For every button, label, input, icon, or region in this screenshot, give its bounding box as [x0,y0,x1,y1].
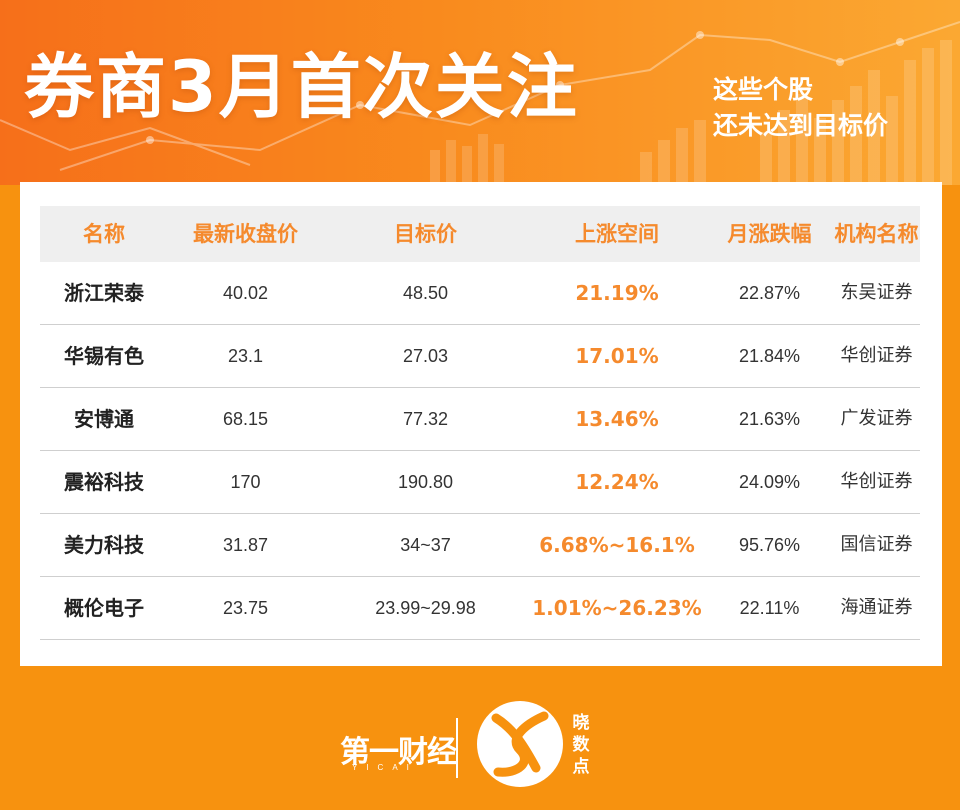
cell-name: 华锡有色 [64,344,144,368]
yicai-logo-text: 第一财经 [340,735,457,770]
table-row: 美力科技 31.87 34~37 6.68%~16.1% 95.76% 国信证券 [40,514,920,577]
table-card: 名称 最新收盘价 目标价 上涨空间 月涨跌幅 机构名称 浙江荣泰 40.02 4… [20,182,942,666]
cell-target: 77.32 [402,409,449,429]
page-title: 券商3月首次关注 [24,46,579,128]
cell-upside: 1.01%~26.23% [532,596,702,620]
cell-target: 23.99~29.98 [375,598,476,618]
column-header-name: 名称 [83,222,125,246]
cell-monthly: 21.84% [738,346,801,366]
cell-name: 安博通 [74,407,134,431]
brand-char: 晓 [572,713,590,733]
cell-institution: 海通证券 [840,597,913,618]
cell-target: 190.80 [397,472,454,492]
brand-char: 点 [572,757,590,777]
table-header: 名称 最新收盘价 目标价 上涨空间 月涨跌幅 机构名称 [40,206,920,262]
chart-decoration [0,21,960,185]
cell-close: 68.15 [222,409,269,429]
table-row: 华锡有色 23.1 27.03 17.01% 21.84% 华创证券 [40,325,920,388]
cell-close: 23.75 [222,598,269,618]
cell-upside: 12.24% [575,470,659,494]
subtitle-line-1: 这些个股 [713,75,814,104]
cell-close: 31.87 [222,535,269,555]
page-subtitle: 这些个股 还未达到目标价 [713,72,888,144]
subtitle-line-2: 还未达到目标价 [713,111,889,140]
cell-upside: 17.01% [575,344,659,368]
cell-monthly: 22.87% [738,283,801,303]
column-header-upside: 上涨空间 [575,222,659,246]
brand-char: 数 [572,735,590,755]
cell-name: 概伦电子 [64,596,144,620]
cell-monthly: 95.76% [738,535,801,555]
table-row: 震裕科技 170 190.80 12.24% 24.09% 华创证券 [40,451,920,514]
table-row: 安博通 68.15 77.32 13.46% 21.63% 广发证券 [40,388,920,451]
column-header-close: 最新收盘价 [193,222,298,246]
column-header-target: 目标价 [394,222,457,246]
xiaoshudian-label: 晓 数 点 [570,712,592,778]
cell-target: 27.03 [402,346,449,366]
xiaoshudian-logo-icon [477,701,563,787]
cell-upside: 6.68%~16.1% [539,533,695,557]
cell-institution: 东吴证券 [840,282,913,303]
yicai-logo-subtext: YICAI [352,763,418,772]
cell-target: 48.50 [402,283,449,303]
cell-institution: 广发证券 [840,408,913,429]
cell-institution: 华创证券 [840,345,913,366]
cell-upside: 21.19% [575,281,659,305]
header-banner: 券商3月首次关注 这些个股 还未达到目标价 [0,0,960,185]
cell-close: 40.02 [222,283,269,303]
footer-branding: 第一财经 YICAI 晓 数 点 [0,690,960,810]
cell-institution: 国信证券 [840,534,913,555]
cell-name: 震裕科技 [64,470,144,494]
column-header-institution: 机构名称 [834,222,919,246]
cell-monthly: 22.11% [739,598,800,618]
cell-monthly: 21.63% [738,409,801,429]
logo-divider [456,718,458,778]
cell-monthly: 24.09% [738,472,801,492]
cell-institution: 华创证券 [840,471,913,492]
cell-name: 美力科技 [64,533,144,557]
column-header-monthly: 月涨跌幅 [727,222,812,246]
table-row: 浙江荣泰 40.02 48.50 21.19% 22.87% 东吴证券 [40,262,920,325]
table-row: 概伦电子 23.75 23.99~29.98 1.01%~26.23% 22.1… [40,577,920,640]
cell-close: 23.1 [227,346,264,366]
cell-target: 34~37 [400,535,451,555]
cell-close: 170 [230,472,261,492]
cell-upside: 13.46% [575,407,659,431]
cell-name: 浙江荣泰 [64,281,144,305]
